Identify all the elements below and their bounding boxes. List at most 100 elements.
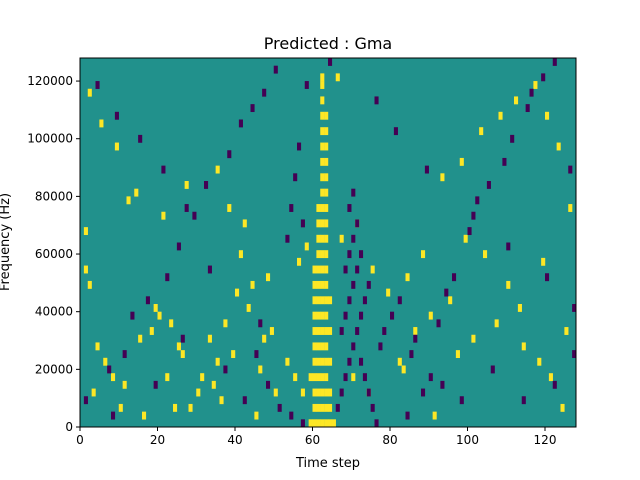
heatmap-cell-low — [525, 104, 530, 113]
heatmap-cell-low — [521, 396, 526, 405]
heatmap-cell-high — [413, 327, 418, 335]
heatmap-cell-low — [366, 280, 371, 289]
heatmap-cell-high — [266, 273, 271, 282]
heatmap-cell-low — [393, 127, 398, 136]
heatmap-cell-low — [339, 327, 344, 335]
heatmap-cell-high — [386, 288, 391, 297]
heatmap-cell-low — [471, 211, 476, 220]
heatmap-cell-low — [339, 388, 344, 397]
heatmap-cell-low — [242, 396, 247, 405]
heatmap-cell-low — [572, 304, 577, 312]
heatmap-cell-low — [440, 380, 445, 389]
heatmap-cell-high — [223, 319, 228, 328]
heatmap-cell-low — [238, 119, 243, 128]
heatmap-cell-high — [308, 373, 313, 382]
heatmap-cell-low — [161, 165, 166, 174]
heatmap-cell-low — [355, 219, 360, 228]
heatmap-cell-high — [285, 357, 290, 366]
heatmap-cell-low — [506, 242, 511, 251]
heatmap-cell-high — [370, 265, 375, 274]
heatmap-cell-high — [324, 342, 329, 351]
heatmap-cell-low — [541, 73, 546, 82]
heatmap-cell-high — [246, 304, 251, 312]
heatmap-cell-high — [324, 204, 329, 212]
heatmap-cell-high — [483, 250, 488, 259]
heatmap-cell-low — [552, 380, 557, 389]
heatmap-cell-high — [324, 127, 329, 136]
heatmap-cell-low — [180, 334, 185, 343]
heatmap-cell-high — [180, 350, 185, 359]
heatmap-cell-low — [490, 365, 495, 374]
heatmap-cell-high — [324, 250, 329, 259]
heatmap-cell-low — [359, 357, 364, 366]
heatmap-cell-high — [83, 265, 88, 274]
heatmap-cell-low — [289, 204, 294, 212]
heatmap-cell-low — [529, 88, 534, 97]
heatmap-cell-low — [289, 411, 294, 420]
heatmap-cell-low — [347, 204, 352, 212]
x-axis-label: Time step — [295, 456, 360, 471]
heatmap-cell-high — [300, 388, 305, 397]
heatmap-cell-high — [324, 111, 329, 120]
heatmap-cell-high — [316, 311, 321, 320]
heatmap-cell-high — [324, 157, 329, 166]
heatmap-cell-low — [262, 88, 267, 97]
heatmap-cell-low — [568, 165, 573, 174]
heatmap-cell-high — [293, 373, 298, 382]
heatmap-cell-high — [328, 357, 333, 366]
heatmap-cell-low — [114, 111, 119, 120]
heatmap-cell-high — [316, 250, 321, 259]
heatmap-cell-low — [452, 273, 457, 282]
heatmap-cell-low — [184, 204, 189, 212]
heatmap-cell-low — [459, 396, 464, 405]
heatmap-cell-low — [343, 265, 348, 274]
heatmap-cell-high — [517, 304, 522, 312]
heatmap-cell-high — [320, 204, 325, 212]
heatmap-cell-high — [320, 280, 325, 289]
heatmap-cell-high — [421, 250, 426, 259]
heatmap-cell-high — [328, 327, 333, 335]
heatmap-cell-low — [436, 319, 441, 328]
heatmap-cell-high — [537, 357, 542, 366]
heatmap-cell-high — [324, 357, 329, 366]
heatmap-cell-high — [324, 403, 329, 412]
heatmap-cell-high — [506, 280, 511, 289]
heatmap-cell-high — [91, 388, 96, 397]
y-tick-label: 20000 — [35, 362, 73, 376]
heatmap-cell-high — [215, 165, 220, 174]
heatmap-cell-high — [328, 388, 333, 397]
y-tick-label: 40000 — [35, 305, 73, 319]
heatmap-cell-high — [320, 127, 325, 136]
heatmap-cell-low — [374, 96, 379, 105]
heatmap-cell-high — [312, 403, 317, 412]
heatmap-cell-high — [324, 234, 329, 243]
heatmap-cell-high — [312, 373, 317, 382]
heatmap-cell-high — [471, 334, 476, 343]
heatmap-cell-low — [362, 373, 367, 382]
heatmap-cell-low — [192, 211, 197, 220]
heatmap-cell-high — [316, 204, 321, 212]
x-tick-label: 100 — [456, 433, 479, 447]
heatmap-cell-high — [312, 342, 317, 351]
heatmap-cell-high — [440, 173, 445, 182]
heatmap-cell-high — [320, 188, 325, 197]
heatmap-cell-high — [250, 280, 255, 289]
heatmap-cell-high — [231, 350, 236, 359]
heatmap-cell-low — [153, 380, 158, 389]
heatmap-cell-high — [316, 403, 321, 412]
heatmap-cell-low — [176, 242, 181, 251]
heatmap-cell-low — [510, 134, 515, 143]
heatmap-cell-low — [297, 142, 302, 151]
heatmap-cell-high — [111, 373, 116, 382]
heatmap-cell-high — [324, 188, 329, 197]
heatmap-cell-high — [339, 234, 344, 243]
heatmap-cell-high — [432, 411, 437, 420]
heatmap-cell-low — [343, 311, 348, 320]
heatmap-cell-high — [545, 111, 550, 120]
heatmap-cell-high — [428, 311, 433, 320]
y-tick-label: 60000 — [35, 247, 73, 261]
heatmap-cell-low — [335, 403, 340, 412]
heatmap-cell-low — [165, 273, 170, 282]
heatmap-cell-high — [324, 142, 329, 151]
